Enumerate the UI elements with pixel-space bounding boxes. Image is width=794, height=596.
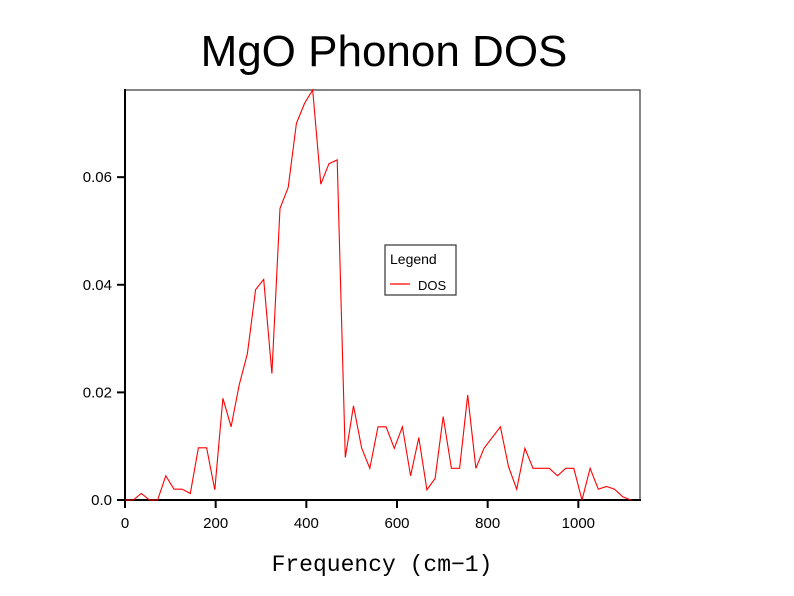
legend-box bbox=[384, 244, 457, 296]
y-tick-label: 0.02 bbox=[83, 384, 112, 401]
x-tick-label: 200 bbox=[203, 515, 228, 532]
legend: Legend DOS bbox=[384, 244, 457, 296]
x-tick-label: 1000 bbox=[562, 515, 595, 532]
x-axis-label: Frequency (cm−1) bbox=[272, 552, 493, 578]
x-tick-label: 800 bbox=[475, 515, 500, 532]
chart-title: MgO Phonon DOS bbox=[201, 27, 568, 76]
x-tick-label: 600 bbox=[384, 515, 409, 532]
y-tick-label: 0.06 bbox=[83, 169, 112, 186]
plot-frame bbox=[124, 89, 641, 501]
x-tick-label: 400 bbox=[294, 515, 319, 532]
x-tick-label: 0 bbox=[121, 515, 129, 532]
legend-entry-dos: DOS bbox=[418, 278, 447, 293]
legend-title: Legend bbox=[390, 251, 437, 267]
y-tick-label: 0.04 bbox=[83, 277, 112, 294]
series-line-dos bbox=[125, 88, 632, 501]
y-tick-label: 0.0 bbox=[91, 492, 112, 509]
